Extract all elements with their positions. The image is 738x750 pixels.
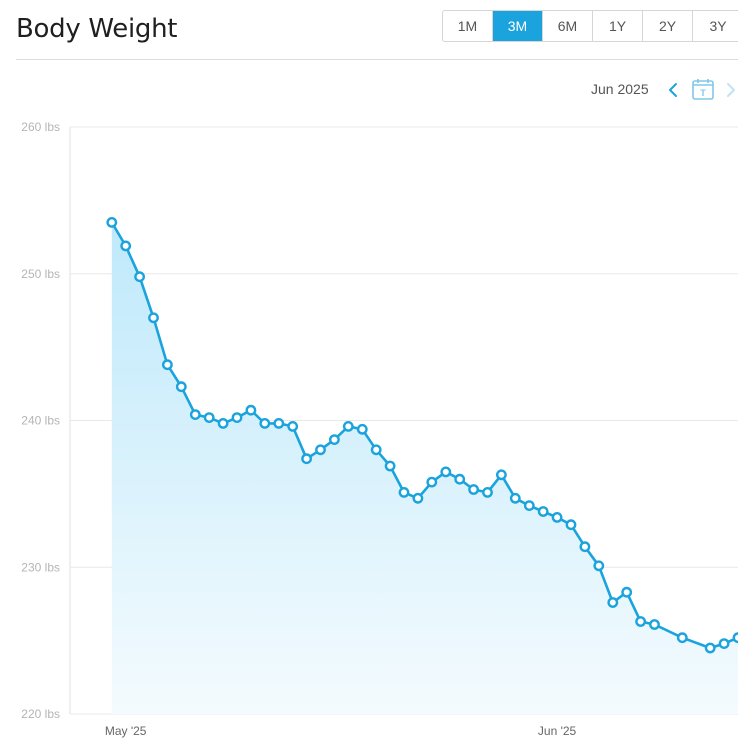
chevron-right-icon[interactable] [722, 78, 738, 102]
data-point[interactable] [398, 486, 410, 498]
chevron-left-icon[interactable] [664, 78, 682, 102]
data-point[interactable] [301, 453, 312, 465]
data-point[interactable] [315, 444, 326, 456]
data-point[interactable] [189, 409, 201, 420]
data-point[interactable] [593, 560, 605, 572]
data-point[interactable] [607, 597, 619, 608]
x-axis: May '25 Jun '25 [105, 724, 577, 738]
weight-points [106, 216, 738, 654]
weight-area-fill [111, 222, 738, 714]
data-point[interactable] [635, 616, 646, 627]
data-point[interactable] [245, 404, 257, 416]
range-button-2y[interactable]: 2Y [643, 11, 693, 41]
header-divider [16, 59, 738, 60]
y-tick-label: 240 lbs [21, 414, 60, 428]
data-point[interactable] [217, 417, 229, 429]
calendar-today-glyph: T [700, 88, 706, 98]
data-point[interactable] [412, 492, 424, 504]
data-point[interactable] [384, 460, 396, 472]
data-point[interactable] [148, 312, 159, 324]
data-point[interactable] [356, 423, 368, 435]
data-point[interactable] [704, 642, 716, 654]
data-point[interactable] [342, 420, 354, 432]
data-point[interactable] [231, 412, 243, 423]
data-point[interactable] [120, 240, 132, 252]
data-point[interactable] [718, 638, 730, 649]
data-point[interactable] [273, 417, 285, 429]
data-point[interactable] [537, 506, 549, 517]
data-point[interactable] [495, 469, 507, 481]
data-point[interactable] [732, 632, 738, 644]
data-point[interactable] [649, 619, 660, 630]
data-point[interactable] [259, 417, 271, 429]
data-point[interactable] [134, 271, 146, 283]
x-tick-label: May '25 [105, 724, 147, 738]
data-point[interactable] [426, 476, 438, 488]
data-point[interactable] [621, 586, 633, 598]
data-point[interactable] [509, 492, 521, 504]
range-button-3m[interactable]: 3M [493, 11, 543, 41]
y-tick-label: 220 lbs [21, 707, 60, 721]
data-point[interactable] [440, 466, 452, 478]
data-point[interactable] [203, 412, 215, 423]
data-point[interactable] [523, 500, 535, 511]
x-tick-label: Jun '25 [538, 724, 577, 738]
data-point[interactable] [161, 359, 173, 371]
data-point[interactable] [676, 632, 688, 644]
data-point[interactable] [579, 541, 591, 553]
data-point[interactable] [454, 473, 466, 485]
y-tick-label: 260 lbs [21, 120, 60, 134]
data-point[interactable] [482, 486, 493, 498]
range-selector: 1M 3M 6M 1Y 2Y 3Y [442, 10, 738, 42]
y-tick-label: 250 lbs [21, 267, 60, 281]
range-button-3y[interactable]: 3Y [709, 18, 727, 34]
data-point[interactable] [468, 484, 479, 495]
range-button-1y[interactable]: 1Y [593, 11, 643, 41]
data-point[interactable] [175, 381, 187, 393]
y-axis: 260 lbs 250 lbs 240 lbs 230 lbs 220 lbs [21, 120, 60, 721]
range-button-1m[interactable]: 1M [443, 11, 493, 41]
page-title: Body Weight [16, 14, 178, 44]
data-point[interactable] [328, 434, 340, 445]
period-label: Jun 2025 [591, 81, 649, 97]
calendar-today-icon[interactable]: T [691, 77, 715, 101]
data-point[interactable] [287, 420, 299, 432]
data-point[interactable] [551, 512, 563, 523]
range-button-6m[interactable]: 6M [543, 11, 593, 41]
data-point[interactable] [370, 444, 382, 456]
y-tick-label: 230 lbs [21, 560, 60, 574]
data-point[interactable] [106, 216, 118, 228]
data-point[interactable] [565, 519, 577, 531]
